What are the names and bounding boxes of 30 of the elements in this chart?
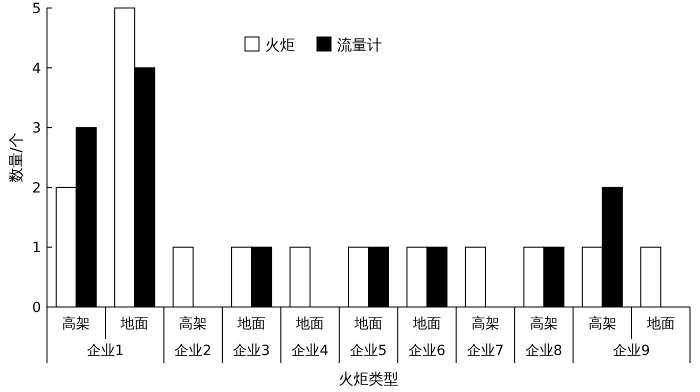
x-tick-label: 高架: [179, 316, 208, 332]
x-tick-label: 高架: [588, 316, 616, 332]
text: 企业9: [613, 343, 650, 359]
text: 企业1: [86, 343, 124, 359]
legend-label: 火炬: [265, 36, 295, 54]
x-tick-label: 地面: [412, 316, 441, 332]
text: 企业5: [350, 343, 387, 359]
x-tick-label: 高架: [530, 316, 558, 332]
x-tick-label: 高架: [471, 316, 500, 332]
text: 企业3: [233, 343, 270, 359]
text: 企业7: [466, 343, 504, 359]
text: 企业8: [525, 343, 562, 359]
y-tick-label: 2: [32, 180, 41, 196]
x-tick-label: 高架: [62, 316, 90, 332]
x-axis-title: 火炬类型: [338, 370, 398, 388]
y-tick-label: 3: [32, 120, 41, 137]
y-tick-label: 1: [32, 240, 41, 256]
y-tick-label: 4: [32, 60, 42, 77]
x-tick-label: 地面: [295, 316, 324, 332]
x-tick-label: 地面: [120, 316, 149, 332]
x-tick-label: 地面: [354, 316, 382, 332]
x-tick-label: 地面: [646, 316, 675, 332]
y-tick-label: 5: [32, 1, 41, 17]
text: 企业2: [174, 343, 212, 359]
x-tick-label: 地面: [236, 316, 266, 332]
text: 企业4: [292, 343, 329, 359]
y-tick-label: 0: [32, 300, 41, 316]
legend-label: 流量计: [337, 36, 382, 54]
y-axis-title: 数量/个: [7, 132, 25, 183]
text: 企业6: [408, 343, 446, 359]
